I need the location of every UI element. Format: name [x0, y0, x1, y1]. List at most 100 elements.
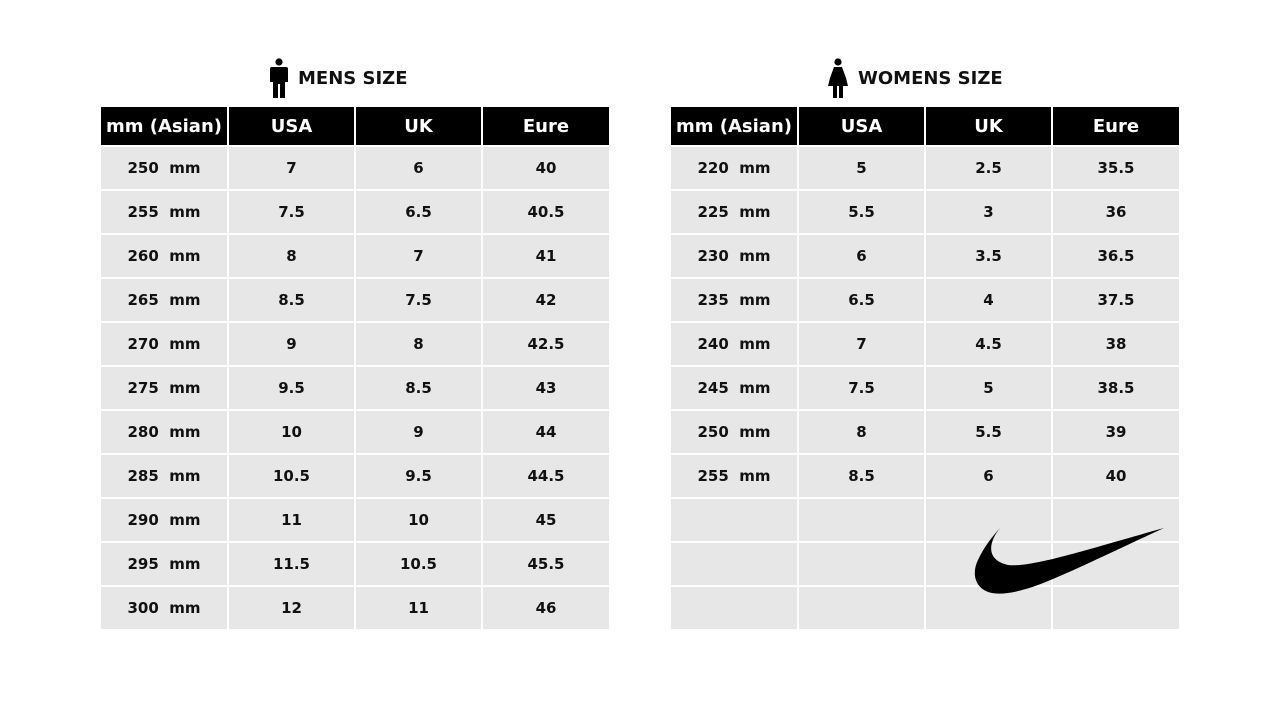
column-header: UK: [924, 107, 1053, 146]
mens-title: MENS SIZE: [268, 58, 408, 98]
table-cell: [797, 497, 926, 543]
table-cell: 275 mm: [101, 365, 229, 411]
table-row: 250 mm 8 5.5 39: [671, 409, 1179, 455]
table-cell: 5: [797, 145, 926, 191]
womens-title-text: WOMENS SIZE: [858, 67, 1003, 89]
table-row: 280 mm 10 9 44: [101, 409, 609, 455]
table-cell: 260 mm: [101, 233, 229, 279]
table-cell: [1051, 585, 1179, 629]
table-cell: 5: [924, 365, 1053, 411]
table-cell: 300 mm: [101, 585, 229, 629]
column-header: Eure: [481, 107, 609, 146]
column-header: USA: [227, 107, 356, 146]
table-cell: 225 mm: [671, 189, 799, 235]
table-cell: 45.5: [481, 541, 609, 587]
table-row: 250 mm 7 6 40: [101, 145, 609, 191]
man-icon: [270, 58, 288, 98]
table-row: 265 mm 8.5 7.5 42: [101, 277, 609, 323]
table-cell: 4.5: [924, 321, 1053, 367]
table-cell: 11.5: [227, 541, 356, 587]
table-cell: 220 mm: [671, 145, 799, 191]
table-cell: 37.5: [1051, 277, 1179, 323]
column-header: mm (Asian): [101, 107, 229, 146]
table-cell: 42.5: [481, 321, 609, 367]
table-cell: 40.5: [481, 189, 609, 235]
table-cell: 7: [227, 145, 356, 191]
table-row: [671, 497, 1179, 543]
table-cell: 8: [227, 233, 356, 279]
table-cell: 5.5: [797, 189, 926, 235]
table-cell: 42: [481, 277, 609, 323]
table-cell: 7.5: [797, 365, 926, 411]
table-cell: 10.5: [354, 541, 483, 587]
table-cell: 5.5: [924, 409, 1053, 455]
table-cell: 295 mm: [101, 541, 229, 587]
table-cell: 9.5: [354, 453, 483, 499]
table-cell: [671, 585, 799, 629]
table-row: 290 mm 11 10 45: [101, 497, 609, 543]
woman-icon: [828, 58, 848, 98]
table-cell: 270 mm: [101, 321, 229, 367]
table-cell: [1051, 497, 1179, 543]
table-cell: 44.5: [481, 453, 609, 499]
table-cell: 11: [354, 585, 483, 629]
table-cell: 12: [227, 585, 356, 629]
table-cell: 36.5: [1051, 233, 1179, 279]
table-row: 285 mm 10.5 9.5 44.5: [101, 453, 609, 499]
table-cell: 265 mm: [101, 277, 229, 323]
table-cell: 10: [354, 497, 483, 543]
table-cell: 240 mm: [671, 321, 799, 367]
table-cell: 45: [481, 497, 609, 543]
table-cell: 36: [1051, 189, 1179, 235]
table-cell: 6.5: [797, 277, 926, 323]
table-cell: 8: [797, 409, 926, 455]
table-row: 240 mm 7 4.5 38: [671, 321, 1179, 367]
table-cell: [924, 585, 1053, 629]
table-row: 225 mm 5.5 3 36: [671, 189, 1179, 235]
table-row: 295 mm 11.5 10.5 45.5: [101, 541, 609, 587]
table-cell: 7.5: [227, 189, 356, 235]
mens-size-table: mm (Asian) USA UK Eure 250 mm 7 6 40 255 mm 7.5 6.…: [101, 107, 609, 629]
column-header: USA: [797, 107, 926, 146]
table-cell: 40: [1051, 453, 1179, 499]
table-cell: 8.5: [797, 453, 926, 499]
column-header: Eure: [1051, 107, 1179, 146]
table-cell: 7: [797, 321, 926, 367]
table-cell: 8: [354, 321, 483, 367]
table-cell: 250 mm: [671, 409, 799, 455]
table-cell: 6: [924, 453, 1053, 499]
table-cell: 9: [354, 409, 483, 455]
table-row: 300 mm 12 11 46: [101, 585, 609, 629]
table-row: 255 mm 7.5 6.5 40.5: [101, 189, 609, 235]
table-cell: 245 mm: [671, 365, 799, 411]
table-cell: [671, 541, 799, 587]
womens-size-table: mm (Asian) USA UK Eure 220 mm 5 2.5 35.5 225 mm 5…: [671, 107, 1179, 629]
table-row: 230 mm 6 3.5 36.5: [671, 233, 1179, 279]
table-cell: 235 mm: [671, 277, 799, 323]
womens-title: WOMENS SIZE: [826, 58, 1003, 98]
table-cell: 230 mm: [671, 233, 799, 279]
table-row: 260 mm 8 7 41: [101, 233, 609, 279]
table-cell: 250 mm: [101, 145, 229, 191]
table-cell: 255 mm: [101, 189, 229, 235]
table-cell: [797, 541, 926, 587]
table-cell: 280 mm: [101, 409, 229, 455]
mens-title-text: MENS SIZE: [298, 67, 408, 89]
header-row: mm (Asian) USA UK Eure: [671, 107, 1179, 146]
column-header: UK: [354, 107, 483, 146]
table-row: 255 mm 8.5 6 40: [671, 453, 1179, 499]
table-cell: 3: [924, 189, 1053, 235]
table-cell: 7: [354, 233, 483, 279]
table-cell: 8.5: [227, 277, 356, 323]
table-row: 235 mm 6.5 4 37.5: [671, 277, 1179, 323]
table-row: 270 mm 9 8 42.5: [101, 321, 609, 367]
table-cell: 38.5: [1051, 365, 1179, 411]
table-cell: 10: [227, 409, 356, 455]
table-cell: 6: [797, 233, 926, 279]
table-cell: 10.5: [227, 453, 356, 499]
table-cell: 38: [1051, 321, 1179, 367]
table-cell: 8.5: [354, 365, 483, 411]
table-cell: 39: [1051, 409, 1179, 455]
header-row: mm (Asian) USA UK Eure: [101, 107, 609, 146]
table-cell: 3.5: [924, 233, 1053, 279]
